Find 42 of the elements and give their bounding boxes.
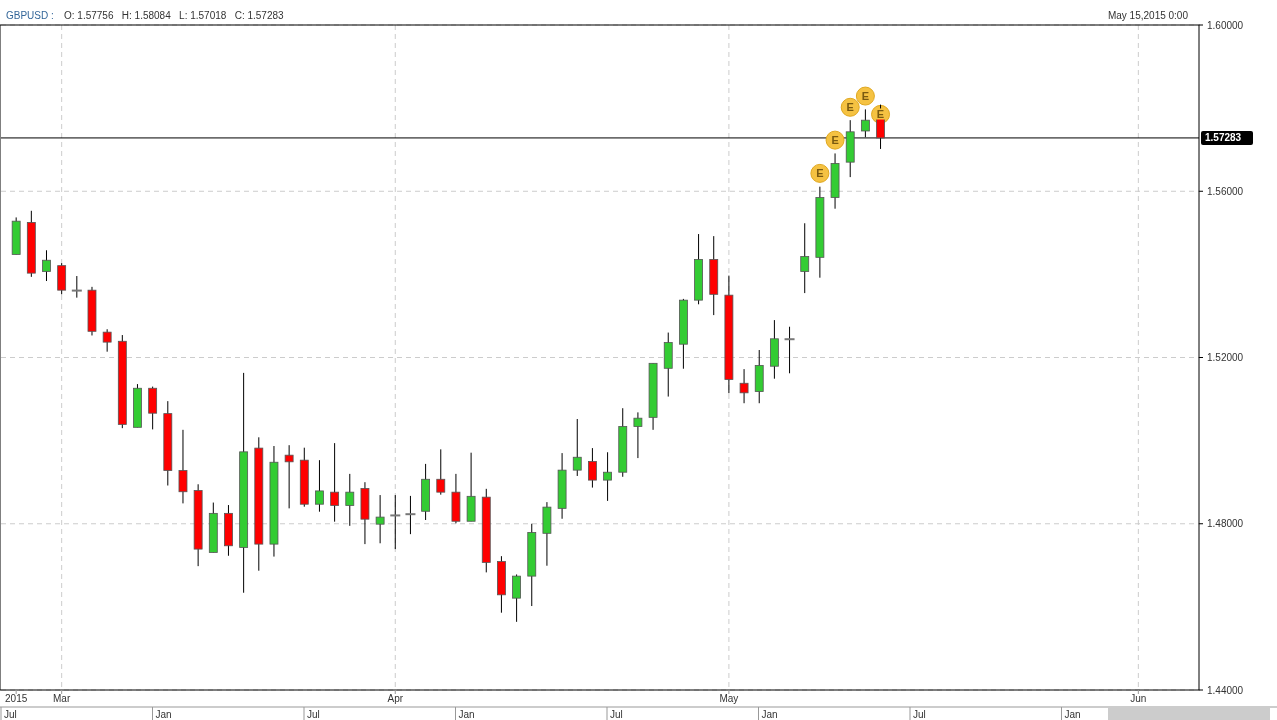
ref-line-label: 1.57283: [1205, 132, 1242, 144]
chart-title: GBPUSD :: [6, 10, 54, 21]
x-tick-label: May: [719, 693, 739, 704]
candlestick: [572, 418, 582, 477]
candlestick: [739, 368, 749, 404]
text: Jan: [155, 709, 172, 720]
text: Jul: [610, 709, 623, 720]
data-label: E: [861, 89, 870, 102]
candlestick: [284, 444, 294, 509]
y-tick-label: 1.48000: [1207, 518, 1244, 530]
candlestick: [178, 429, 188, 504]
x-tick-label: Jun: [1130, 693, 1147, 704]
text: May 15,2015 0:00: [1107, 10, 1189, 21]
candlestick: [633, 411, 643, 459]
candlestick: [800, 222, 810, 294]
y-tick-label: 1.44000: [1207, 684, 1244, 696]
text: Jul: [4, 709, 17, 720]
candlestick: [512, 573, 521, 623]
data-label: E: [831, 133, 839, 146]
candlestick: [102, 328, 112, 353]
candlestick: [588, 447, 597, 489]
candlestick: [315, 459, 324, 513]
candlestick: [345, 473, 355, 527]
text: Jan: [458, 709, 475, 720]
candlestick: [375, 494, 385, 544]
candlestick: [603, 451, 612, 502]
x-tick-label: Apr: [387, 693, 404, 704]
text: Jan: [1064, 709, 1081, 720]
data-label: E: [846, 101, 854, 114]
text: Jul: [307, 709, 320, 720]
candlestick: [330, 442, 340, 523]
text: Jul: [913, 709, 926, 720]
candlestick: [42, 249, 51, 282]
chart-subtitle: O: 1.57756 H: 1.58084 L: 1.57018 C: 1.57283: [64, 10, 285, 21]
candlestick: [436, 448, 446, 496]
x-tick-label: Mar: [53, 693, 71, 704]
x-tick-label: 2015: [5, 693, 28, 704]
data-label: E: [816, 167, 824, 180]
text: Jan: [761, 709, 778, 720]
y-tick-label: 1.52000: [1207, 352, 1244, 363]
y-tick-label: 1.60000: [1207, 19, 1244, 31]
y-tick-label: 1.56000: [1207, 185, 1244, 197]
